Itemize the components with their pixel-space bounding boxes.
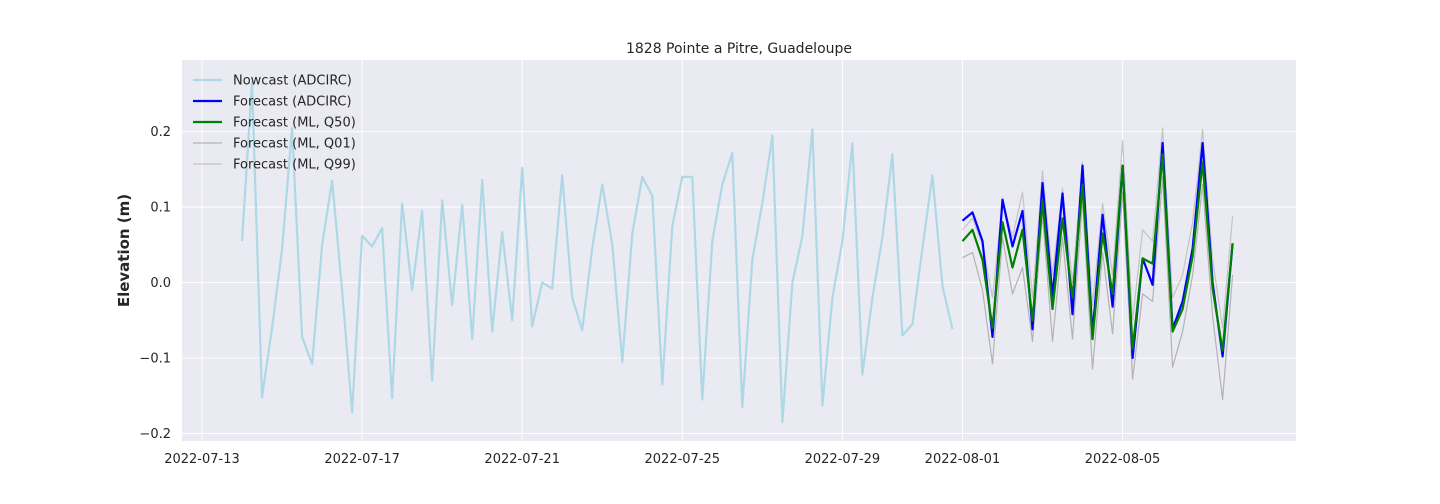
legend-label-1: Nowcast (ADCIRC) xyxy=(233,74,352,89)
y-tick-label: −0.2 xyxy=(139,427,171,442)
series-line-3 xyxy=(961,153,1234,352)
y-tick-label: 0.0 xyxy=(150,276,171,291)
y-tick-label: 0.1 xyxy=(150,201,171,216)
x-tick-label: 2022-07-21 xyxy=(484,452,560,467)
legend-label-5: Forecast (ML, Q99) xyxy=(233,158,356,173)
x-tick-label: 2022-07-13 xyxy=(164,452,240,467)
series-line-4 xyxy=(962,176,1234,401)
x-tick-label: 2022-07-25 xyxy=(645,452,721,467)
y-tick-label: −0.1 xyxy=(139,352,171,367)
y-tick-label: 0.2 xyxy=(150,125,171,140)
legend-label-3: Forecast (ML, Q50) xyxy=(233,116,356,131)
series-lines xyxy=(240,81,1234,424)
x-tick-label: 2022-07-17 xyxy=(324,452,400,467)
chart-title: 1828 Pointe a Pitre, Guadeloupe xyxy=(626,41,852,57)
legend-label-4: Forecast (ML, Q01) xyxy=(233,137,356,152)
x-tick-label: 2022-08-01 xyxy=(925,452,1001,467)
series-line-2 xyxy=(961,141,1234,360)
x-tick-label: 2022-08-05 xyxy=(1085,452,1161,467)
y-axis-label: Elevation (m) xyxy=(115,194,133,307)
plot-area xyxy=(182,60,1296,441)
x-tick-label: 2022-07-29 xyxy=(805,452,881,467)
legend-label-2: Forecast (ADCIRC) xyxy=(233,95,352,110)
y-axis-ticks: −0.2 −0.1 0.0 0.1 0.2 xyxy=(139,125,171,442)
x-axis-ticks: 2022-07-13 2022-07-17 2022-07-21 2022-07-25… xyxy=(164,452,1160,467)
legend: Nowcast (ADCIRC) Forecast (ADCIRC) Forecas… xyxy=(193,74,356,173)
series-line-1 xyxy=(240,81,954,424)
